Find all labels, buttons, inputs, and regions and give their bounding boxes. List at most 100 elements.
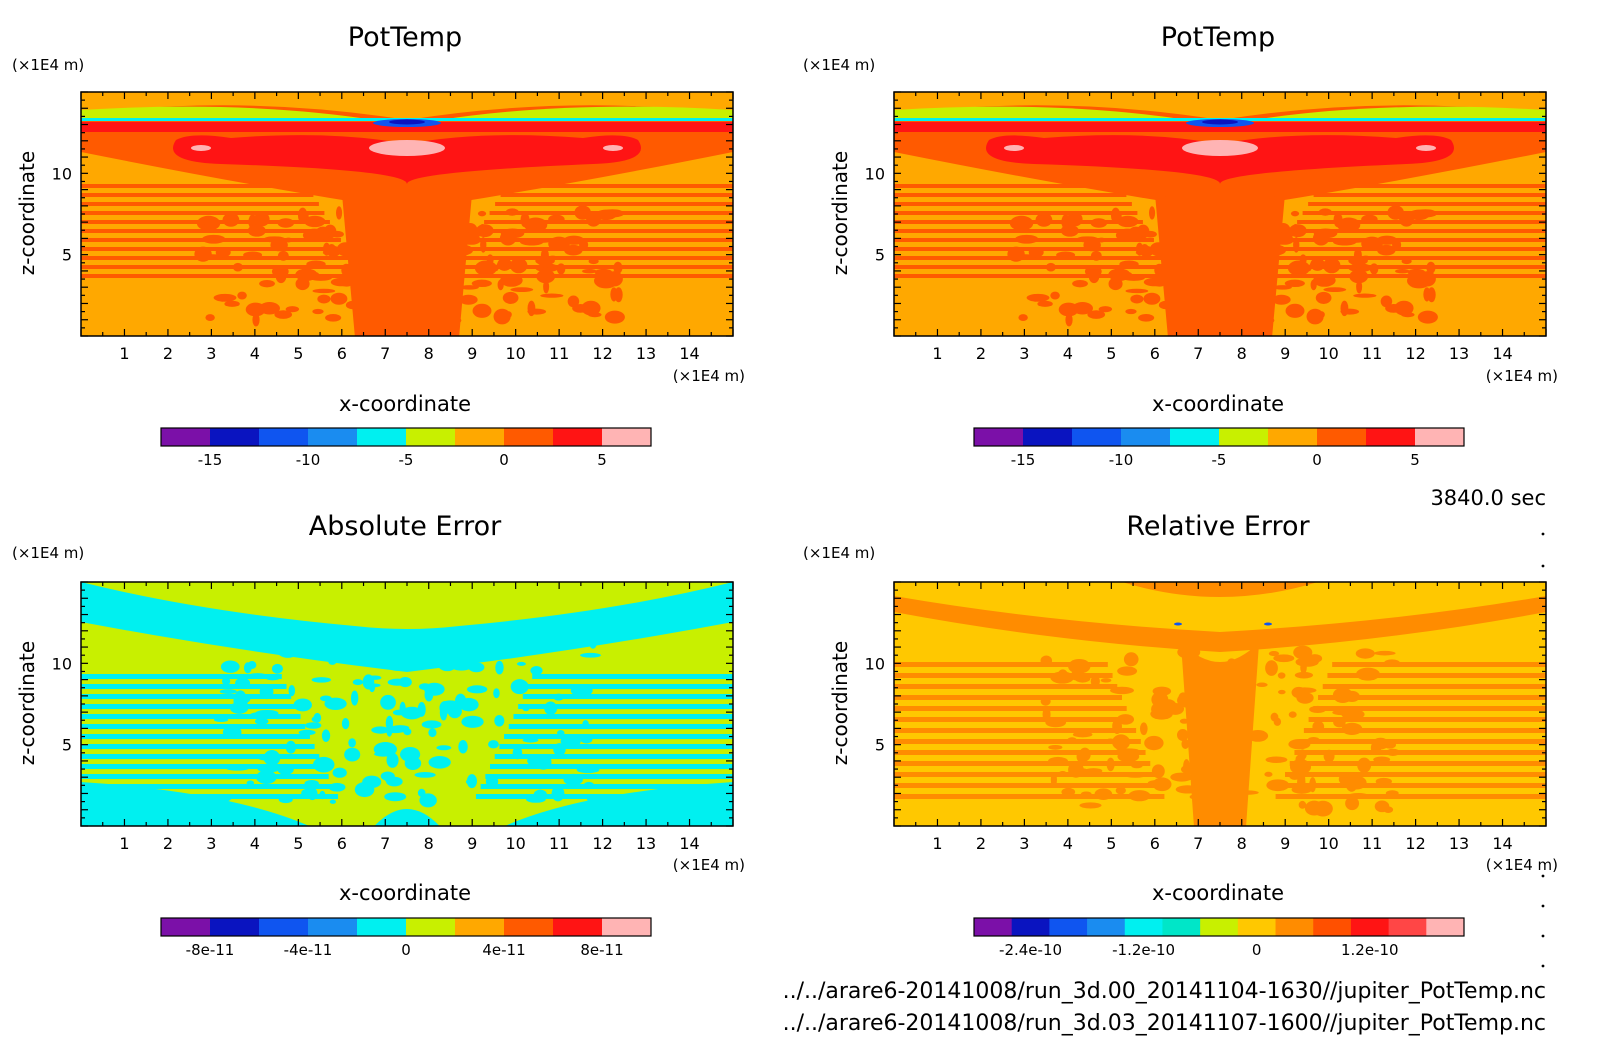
field-stripe: [81, 202, 319, 206]
field-stripe: [1286, 238, 1546, 242]
x-tick-label: 14: [1492, 344, 1512, 363]
field-region: [986, 135, 1454, 184]
field-blob: [1288, 738, 1311, 750]
field-blob: [595, 209, 617, 221]
x-tick-label: 1: [119, 834, 129, 853]
field-blob: [425, 641, 438, 651]
x-tick-label: 5: [1106, 344, 1116, 363]
field-blob: [1066, 213, 1075, 226]
field-region: [81, 582, 733, 672]
field-blob: [384, 777, 399, 783]
field-blob: [1298, 773, 1306, 785]
field-blob: [529, 755, 548, 768]
field-blob: [1293, 237, 1300, 253]
colorbar: -8e-11 -4e-11 0 4e-11 8e-11: [160, 917, 652, 959]
field-blob: [304, 780, 319, 787]
field-blob: [213, 293, 237, 302]
panel-absolute-error: Absolute Error (×1E4 m) 1 2 3 4 5 6 7 8 9 10 11 12 1…: [12, 511, 745, 959]
colorbar: -15 -10 -5 0 5: [973, 427, 1465, 469]
field-blob: [1040, 655, 1053, 666]
colorbar-tick-label: 1.2e-10: [1341, 941, 1399, 959]
field-stripe: [81, 704, 296, 709]
x-tick-label: 9: [467, 834, 477, 853]
field-blob: [321, 729, 331, 742]
field-blob: [502, 291, 519, 304]
field-region: [1252, 106, 1546, 120]
field-region: [191, 145, 211, 151]
field-region: [1180, 642, 1260, 826]
field-blob: [344, 747, 361, 762]
field-stripe: [81, 774, 329, 779]
field-blob: [328, 782, 346, 792]
field-stripe: [1318, 695, 1546, 700]
field-blob: [1309, 777, 1317, 793]
colorbar-swatch: [1366, 428, 1416, 446]
x-tick-label: 6: [337, 344, 347, 363]
field-region: [1122, 582, 1318, 597]
field-blob: [1115, 228, 1140, 242]
field-blob: [194, 246, 212, 262]
field-blob: [1106, 757, 1115, 772]
field-blob: [588, 312, 602, 318]
file-path-1: ../../arare6-20141008/run_3d.00_20141104…: [783, 979, 1546, 1004]
field-blob: [522, 704, 530, 712]
field-blob: [414, 772, 436, 778]
field-blob: [387, 678, 408, 686]
field-blob: [1312, 230, 1330, 246]
colorbar-tick-label: 0: [1252, 941, 1262, 959]
field-blob: [1345, 796, 1360, 811]
field-blob: [371, 726, 390, 734]
field-stripe: [894, 783, 1160, 788]
field-blob: [1057, 669, 1069, 683]
field-blob: [319, 790, 326, 800]
colorbar-tick-label: 0: [401, 941, 411, 959]
x-tick-label: 1: [932, 344, 942, 363]
field-region: [504, 782, 733, 826]
field-blob: [1068, 658, 1091, 674]
field-blob: [594, 268, 613, 276]
field-blob: [1181, 738, 1190, 750]
field-blob: [1313, 273, 1336, 287]
colorbar-swatch: [210, 428, 260, 446]
field-blob: [1294, 671, 1314, 679]
field-blob: [1289, 772, 1301, 780]
z-tick-label: 5: [62, 736, 72, 755]
field-blob: [421, 720, 442, 729]
field-blob: [1372, 737, 1389, 750]
field-blob: [263, 750, 281, 766]
field-stripe: [894, 761, 1151, 766]
field-blob: [548, 255, 558, 260]
field-stripe: [81, 794, 339, 799]
colorbar-swatch: [357, 918, 407, 936]
field-blob: [277, 763, 294, 775]
dot-marker: [1541, 934, 1545, 938]
field-blob: [1011, 218, 1019, 226]
field-stripe: [81, 184, 308, 188]
x-tick-label: 12: [1405, 834, 1425, 853]
field-blob: [1119, 260, 1139, 268]
field-blob: [588, 258, 599, 265]
colorbar-swatch: [406, 918, 456, 936]
colorbar-swatch: [1023, 428, 1073, 446]
field-blob: [1100, 678, 1112, 683]
x-tick-label: 2: [163, 344, 173, 363]
field-blob: [494, 714, 505, 727]
field-blob: [1058, 771, 1067, 776]
field-blob: [1117, 215, 1139, 228]
field-blob: [1050, 772, 1057, 788]
colorbar-swatch: [357, 428, 407, 446]
z-tick-label: 5: [875, 736, 885, 755]
panel-pottemp-right: PotTemp (×1E4 m) 1 2 3 4 5 6 7 8 9 10 11 12 13 14510 …: [803, 22, 1558, 469]
field-blob: [1152, 777, 1172, 792]
x-tick-label: 12: [592, 344, 612, 363]
field-blob: [1018, 314, 1028, 322]
field-region: [1416, 145, 1436, 151]
field-blob: [1131, 763, 1143, 769]
field-blob: [1284, 279, 1305, 288]
field-region: [894, 596, 1546, 652]
field-blob: [1375, 777, 1392, 786]
field-blob: [466, 685, 488, 694]
field-blob: [1323, 749, 1335, 763]
field-stripe: [894, 695, 1122, 700]
field-blob: [1312, 720, 1325, 733]
